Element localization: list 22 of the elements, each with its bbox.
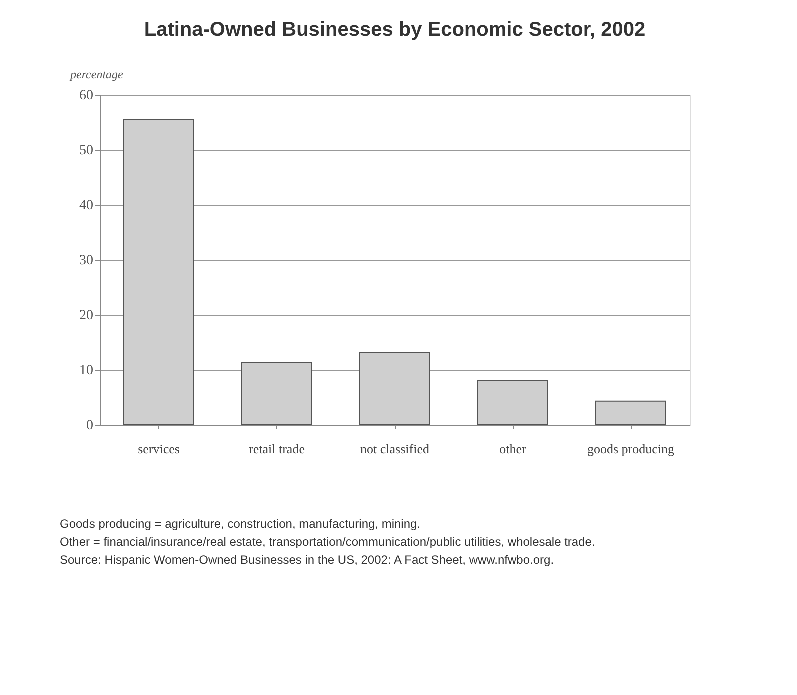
x-tick-label: not classified	[360, 442, 430, 456]
text: Goods producing = agriculture, construction, manufacturing, mining.	[60, 517, 421, 531]
y-tick-label: 30	[80, 254, 94, 268]
x-tick-label: retail trade	[249, 442, 306, 456]
bar	[124, 119, 194, 426]
bar	[596, 400, 666, 426]
bar	[242, 362, 312, 426]
y-tick-label: 40	[80, 198, 94, 214]
y-tick-label: 0	[86, 418, 94, 434]
y-tick-label: 10	[80, 364, 94, 378]
y-axis-title: percentage	[70, 68, 124, 82]
y-tick-label: 20	[80, 308, 94, 324]
chart-title: Latina-Owned Businesses by Economic Sector, 2002	[144, 19, 646, 41]
bar	[478, 380, 548, 426]
y-tick-label: 50	[80, 144, 94, 158]
x-tick-label: services	[138, 442, 180, 456]
x-tick-label: goods producing	[587, 442, 676, 456]
bar	[360, 352, 430, 426]
text: Other = financial/insurance/real estate, transportation/communication/public utilities, wholesale trade.	[60, 535, 596, 549]
source-note: Source: Hispanic Women-Owned Businesses in the US, 2002: A Fact Sheet, www.nfwbo.org.	[60, 553, 554, 567]
y-tick-label: 60	[80, 88, 94, 104]
x-tick-label: other	[500, 442, 528, 456]
